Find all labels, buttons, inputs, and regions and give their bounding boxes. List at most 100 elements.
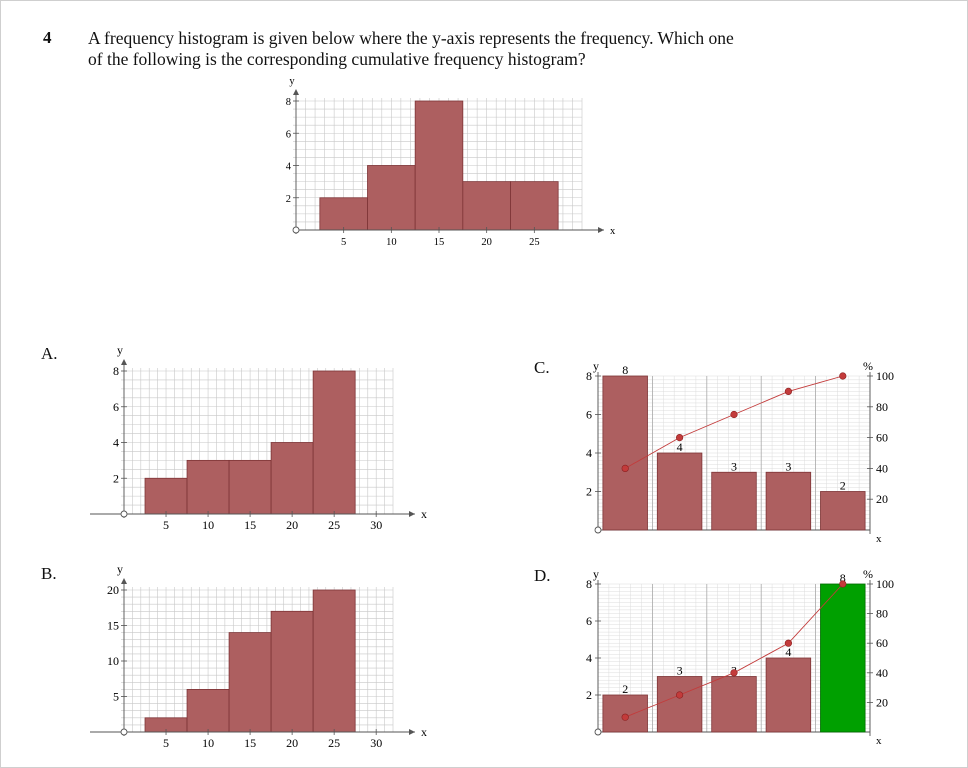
x-tick-label: 20 — [286, 518, 298, 532]
y-tick-label: 6 — [113, 400, 119, 414]
x-tick-label: 25 — [328, 518, 340, 532]
bar-data-label: 8 — [840, 571, 846, 585]
y2-tick-label: 60 — [876, 636, 888, 650]
cumulative-point — [621, 713, 629, 721]
origin-marker — [594, 526, 602, 534]
histogram-bar — [270, 610, 314, 733]
bar-data-label: 4 — [785, 645, 791, 659]
x-axis-label: x — [421, 507, 427, 521]
pareto-bar — [602, 375, 648, 531]
option-d-label[interactable]: D. — [534, 566, 551, 585]
y-tick-label: 6 — [286, 129, 291, 140]
y-tick-label: 8 — [286, 97, 291, 108]
y-tick-label: 4 — [113, 436, 119, 450]
bar-data-label: 2 — [622, 682, 628, 696]
pareto-bar — [656, 676, 703, 733]
cumulative-point — [839, 372, 847, 380]
origin-marker — [594, 728, 602, 736]
y2-tick-label: 40 — [876, 461, 888, 475]
histogram-bar — [270, 442, 314, 515]
bar-data-label: 2 — [840, 479, 846, 493]
x-tick-label: 15 — [434, 237, 445, 248]
pareto-bar — [765, 471, 812, 531]
x-tick-label: 30 — [370, 518, 382, 532]
histogram-bar — [312, 370, 356, 515]
x-axis-label: x — [610, 226, 616, 237]
cumulative-point — [675, 433, 684, 442]
x-axis-label: x — [876, 735, 882, 747]
x-axis-arrow — [409, 511, 415, 517]
option-c-pareto-chart[interactable]: 8 4 3 3 2 2 4 6 8 20 40 60 80 100 y % x — [562, 354, 922, 545]
frequency-histogram: 5 10 15 20 25 2 4 6 8 x y — [286, 76, 616, 248]
cumulative-point — [730, 669, 738, 677]
bar-data-label: 3 — [731, 459, 737, 473]
y-axis-arrow — [121, 578, 127, 584]
x-axis-arrow — [598, 227, 604, 233]
x-tick-label: 10 — [202, 518, 214, 532]
option-c-label[interactable]: C. — [534, 358, 550, 377]
y-tick-label: 10 — [107, 654, 119, 668]
y-axis-label: y — [117, 343, 123, 357]
y-tick-label: 4 — [286, 162, 292, 173]
option-d-pareto-chart[interactable]: 23348246820406080100y%x — [562, 566, 922, 747]
pareto-bar — [711, 471, 757, 531]
y-tick-label: 8 — [586, 577, 592, 591]
origin-marker — [120, 728, 128, 736]
histogram-bar — [312, 589, 356, 733]
x-tick-label: 20 — [481, 237, 492, 248]
histogram-bar — [319, 197, 368, 231]
histogram-bar — [367, 165, 416, 231]
histogram-bar — [186, 459, 230, 515]
y-tick-label: 8 — [113, 364, 119, 378]
option-a-histogram[interactable]: 5 10 15 20 25 30 2 4 6 8 x y — [84, 340, 427, 540]
y-tick-label: 2 — [586, 688, 592, 702]
histogram-bar — [462, 181, 511, 231]
y-tick-label: 15 — [107, 619, 119, 633]
y-axis-label: y — [593, 359, 599, 373]
x-tick-label: 5 — [163, 518, 169, 532]
y-tick-label: 8 — [586, 369, 592, 383]
pareto-bar — [820, 491, 866, 531]
y2-axis-label: % — [863, 567, 873, 581]
x-tick-label: 10 — [202, 736, 214, 750]
y2-tick-label: 100 — [876, 577, 894, 591]
cumulative-point — [839, 580, 847, 588]
bar-data-label: 3 — [785, 459, 791, 473]
y-axis-label: y — [593, 567, 599, 581]
x-tick-label: 5 — [341, 237, 346, 248]
option-a-label[interactable]: A. — [41, 344, 58, 363]
y2-tick-label: 100 — [876, 369, 894, 383]
pareto-bar — [656, 452, 703, 531]
histogram-bar — [228, 632, 272, 733]
x-tick-label: 25 — [328, 736, 340, 750]
x-tick-label: 30 — [370, 736, 382, 750]
origin-marker — [120, 510, 128, 518]
bar-data-label: 4 — [677, 440, 683, 454]
y2-tick-label: 80 — [876, 607, 888, 621]
y2-tick-label: 20 — [876, 492, 888, 506]
y2-tick-label: 60 — [876, 431, 888, 445]
question-text: A frequency histogram is given below whe… — [88, 28, 808, 70]
option-b-histogram[interactable]: 5 10 15 20 25 30 5 10 15 20 x y — [84, 562, 427, 760]
cumulative-point — [621, 464, 629, 472]
cumulative-point — [730, 410, 738, 419]
pareto-bar — [711, 676, 757, 733]
y-axis-label: y — [117, 562, 123, 576]
x-tick-label: 25 — [529, 237, 540, 248]
y-tick-label: 6 — [586, 614, 592, 628]
y-tick-label: 4 — [586, 446, 592, 460]
y-axis-arrow — [121, 359, 127, 365]
origin-marker — [292, 226, 300, 234]
bar-data-label: 8 — [622, 363, 628, 377]
cumulative-point — [784, 387, 792, 396]
question-number: 4 — [43, 28, 52, 47]
question-line-1: A frequency histogram is given below whe… — [88, 28, 734, 48]
y2-tick-label: 80 — [876, 400, 888, 414]
y-tick-label: 2 — [286, 194, 291, 205]
x-tick-label: 10 — [386, 237, 397, 248]
option-b-label[interactable]: B. — [41, 564, 57, 583]
y-tick-label: 20 — [107, 583, 119, 597]
question-line-2: of the following is the corresponding cu… — [88, 49, 586, 69]
pareto-bar — [602, 694, 648, 733]
cumulative-point — [784, 639, 792, 647]
